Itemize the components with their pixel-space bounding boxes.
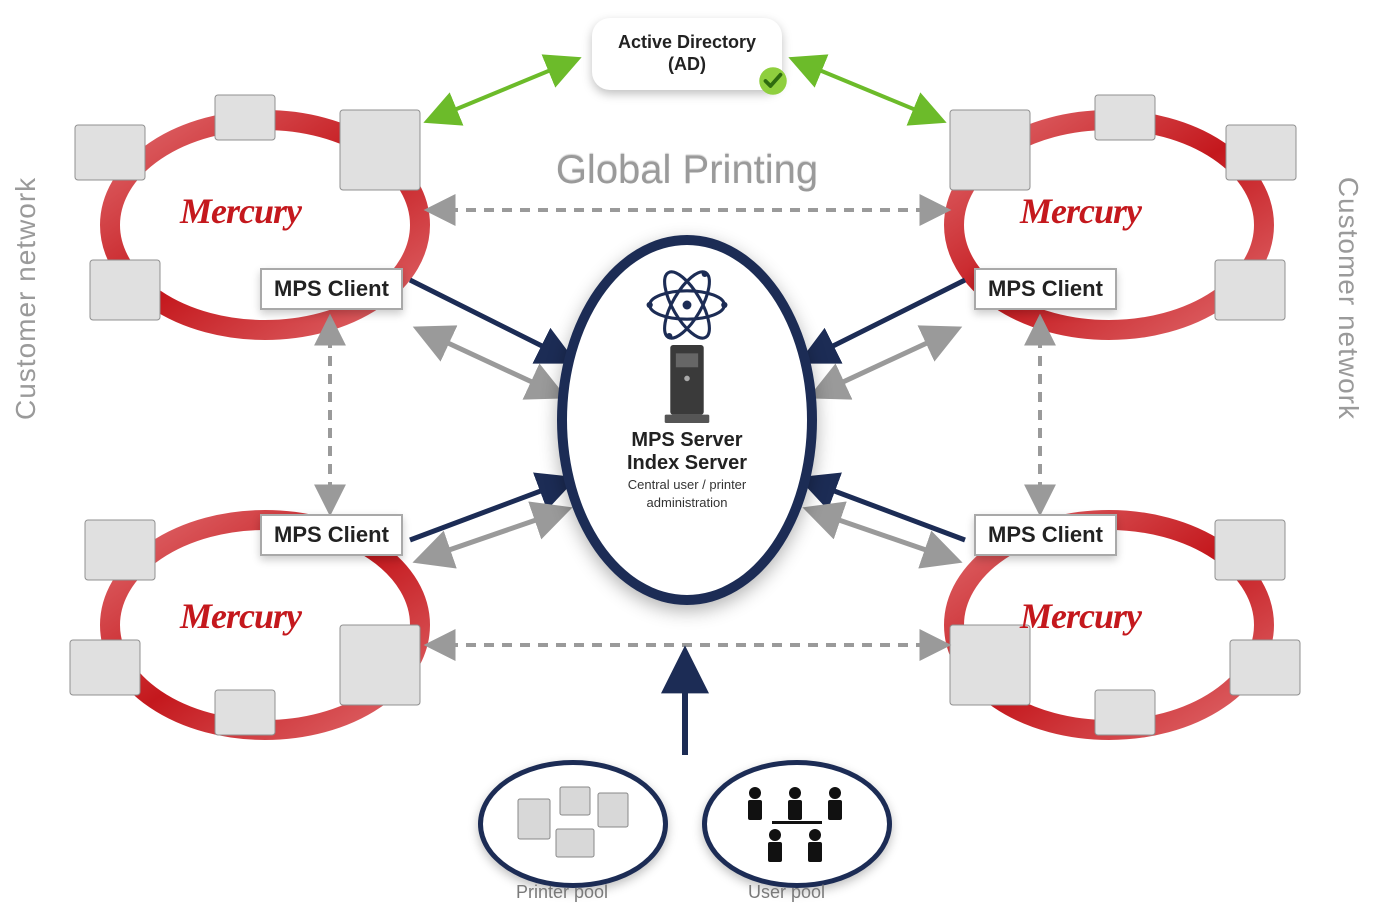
mps-client-bl: MPS Client (260, 514, 403, 556)
gray-tr-out (815, 330, 955, 395)
printer-pool-oval (478, 760, 668, 888)
arrow-ad-right (795, 60, 940, 120)
title-global-printing: Global Printing (556, 148, 818, 193)
navy-tl-in (410, 280, 570, 360)
mps-client-tl: MPS Client (260, 268, 403, 310)
customer-network-left: Customer network (10, 177, 42, 420)
mps-client-tr: MPS Client (974, 268, 1117, 310)
mercury-tl: Mercury (180, 190, 301, 232)
navy-tr-in (805, 280, 965, 360)
active-directory-box: Active Directory (AD) (592, 18, 782, 90)
ad-line1: Active Directory (618, 32, 756, 54)
checkmark-icon (758, 66, 788, 96)
center-server-oval: MPS Server Index Server Central user / p… (557, 235, 817, 605)
mercury-br: Mercury (1020, 595, 1141, 637)
printer-pool-label: Printer pool (516, 882, 608, 903)
gray-bl-out (420, 510, 565, 560)
mercury-bl: Mercury (180, 595, 301, 637)
center-sub2: administration (647, 495, 728, 511)
user-pool-oval (702, 760, 892, 888)
center-sub1: Central user / printer (628, 477, 747, 493)
center-line1: MPS Server (631, 429, 742, 452)
server-icon (659, 345, 715, 423)
user-pool-icon (727, 779, 867, 869)
navy-bl-in (410, 480, 570, 540)
printer-pool-icon (508, 779, 638, 869)
gray-tl-out (420, 330, 560, 395)
mercury-tr: Mercury (1020, 190, 1141, 232)
atom-icon (642, 265, 732, 345)
gray-br-out (810, 510, 955, 560)
customer-network-right: Customer network (1332, 177, 1364, 420)
mps-client-br: MPS Client (974, 514, 1117, 556)
navy-br-in (805, 480, 965, 540)
center-line2: Index Server (627, 452, 747, 475)
ad-line2: (AD) (668, 54, 706, 76)
arrow-ad-left (430, 60, 575, 120)
user-pool-label: User pool (748, 882, 825, 903)
